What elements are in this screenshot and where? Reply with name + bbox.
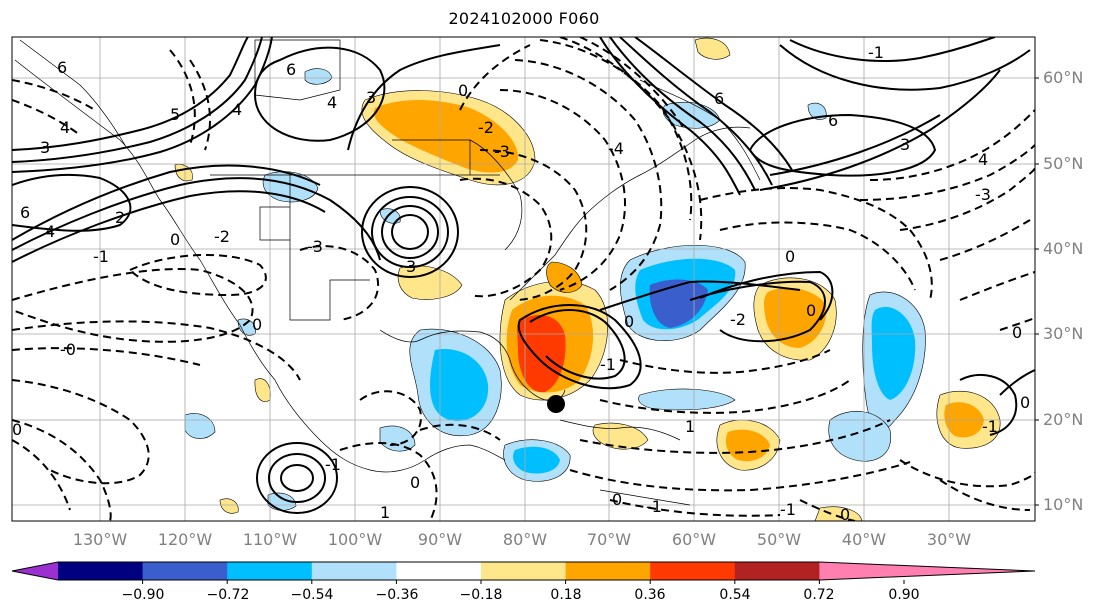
svg-text:1: 1 (380, 503, 390, 522)
lat-label-50n: 50°N (1043, 154, 1105, 173)
colorbar-bin (566, 562, 651, 580)
storm-center-marker (547, 395, 565, 413)
svg-text:0: 0 (1012, 323, 1022, 342)
svg-text:0: 0 (12, 420, 22, 439)
svg-text:-1: -1 (93, 247, 109, 266)
lon-label-50w: 50°W (749, 530, 809, 549)
svg-text:0: 0 (612, 490, 622, 509)
colorbar-bin (650, 562, 735, 580)
colorbar-bin (312, 562, 397, 580)
colorbar-bin (735, 562, 820, 580)
svg-text:3: 3 (366, 88, 376, 107)
svg-text:3: 3 (40, 138, 50, 157)
svg-text:0: 0 (170, 230, 180, 249)
colorbar-tick: −0.54 (282, 587, 342, 603)
colorbar-tick: −0.72 (198, 587, 258, 603)
svg-text:-0: -0 (60, 340, 76, 359)
svg-text:5: 5 (170, 105, 180, 124)
svg-text:-1: -1 (868, 43, 884, 62)
colorbar-extend-low (12, 562, 58, 580)
svg-text:-1: -1 (646, 497, 662, 516)
lat-label-30n: 30°N (1043, 324, 1105, 343)
svg-text:-3: -3 (975, 185, 991, 204)
svg-text:0: 0 (806, 301, 816, 320)
lon-label-110w: 110°W (240, 530, 300, 549)
svg-text:-1: -1 (780, 500, 796, 519)
svg-text:-3: -3 (307, 237, 323, 256)
svg-text:4: 4 (60, 118, 70, 137)
weather-map: 6 4 3 2 6 4 -1 -0 6 4 3 0 -2 -3 -4 3 -3 … (0, 0, 1105, 615)
colorbar-bin (143, 562, 228, 580)
colorbar (12, 562, 1035, 584)
svg-text:2: 2 (115, 208, 125, 227)
colorbar-tick: −0.90 (113, 587, 173, 603)
lat-ticks (1035, 78, 1039, 505)
svg-text:6: 6 (20, 203, 30, 222)
colorbar-bin (396, 562, 481, 580)
svg-text:-1: -1 (325, 455, 341, 474)
svg-text:4: 4 (327, 93, 337, 112)
lon-label-60w: 60°W (664, 530, 724, 549)
svg-text:4: 4 (45, 222, 55, 241)
svg-text:-2: -2 (214, 227, 230, 246)
svg-text:-4: -4 (608, 139, 624, 158)
colorbar-tick: 0.18 (536, 587, 596, 603)
svg-text:6: 6 (828, 111, 838, 130)
lon-label-70w: 70°W (579, 530, 639, 549)
colorbar-tick: 0.54 (705, 587, 765, 603)
svg-text:6: 6 (714, 89, 724, 108)
svg-text:-1: -1 (982, 417, 998, 436)
lon-label-40w: 40°W (834, 530, 894, 549)
colorbar-bin (58, 562, 143, 580)
svg-text:4: 4 (978, 150, 988, 169)
svg-text:6: 6 (57, 58, 67, 77)
svg-text:3: 3 (406, 257, 416, 276)
lat-label-10n: 10°N (1043, 495, 1105, 514)
svg-text:0: 0 (252, 315, 262, 334)
svg-text:0: 0 (1020, 393, 1030, 412)
lon-label-80w: 80°W (495, 530, 555, 549)
svg-text:0: 0 (785, 247, 795, 266)
lon-label-130w: 130°W (70, 530, 130, 549)
lon-label-30w: 30°W (919, 530, 979, 549)
svg-text:0: 0 (410, 473, 420, 492)
svg-text:-2: -2 (478, 118, 494, 137)
svg-text:6: 6 (286, 60, 296, 79)
lon-label-120w: 120°W (155, 530, 215, 549)
svg-text:0: 0 (458, 81, 468, 100)
svg-text:-1: -1 (600, 355, 616, 374)
svg-text:3: 3 (900, 135, 910, 154)
svg-text:4: 4 (232, 100, 242, 119)
lon-label-100w: 100°W (325, 530, 385, 549)
svg-text:0: 0 (624, 312, 634, 331)
lon-label-90w: 90°W (410, 530, 470, 549)
lat-label-20n: 20°N (1043, 410, 1105, 429)
colorbar-bin (227, 562, 312, 580)
lat-label-60n: 60°N (1043, 68, 1105, 87)
colorbar-extend-high (819, 562, 1035, 580)
svg-text:1: 1 (685, 417, 695, 436)
colorbar-bin (481, 562, 566, 580)
lat-label-40n: 40°N (1043, 239, 1105, 258)
colorbar-tick: 0.72 (789, 587, 849, 603)
colorbar-tick: 0.36 (620, 587, 680, 603)
svg-text:-3: -3 (494, 142, 510, 161)
svg-text:-2: -2 (730, 310, 746, 329)
colorbar-tick: −0.36 (367, 587, 427, 603)
colorbar-tick: −0.18 (451, 587, 511, 603)
colorbar-tick: 0.90 (874, 587, 934, 603)
